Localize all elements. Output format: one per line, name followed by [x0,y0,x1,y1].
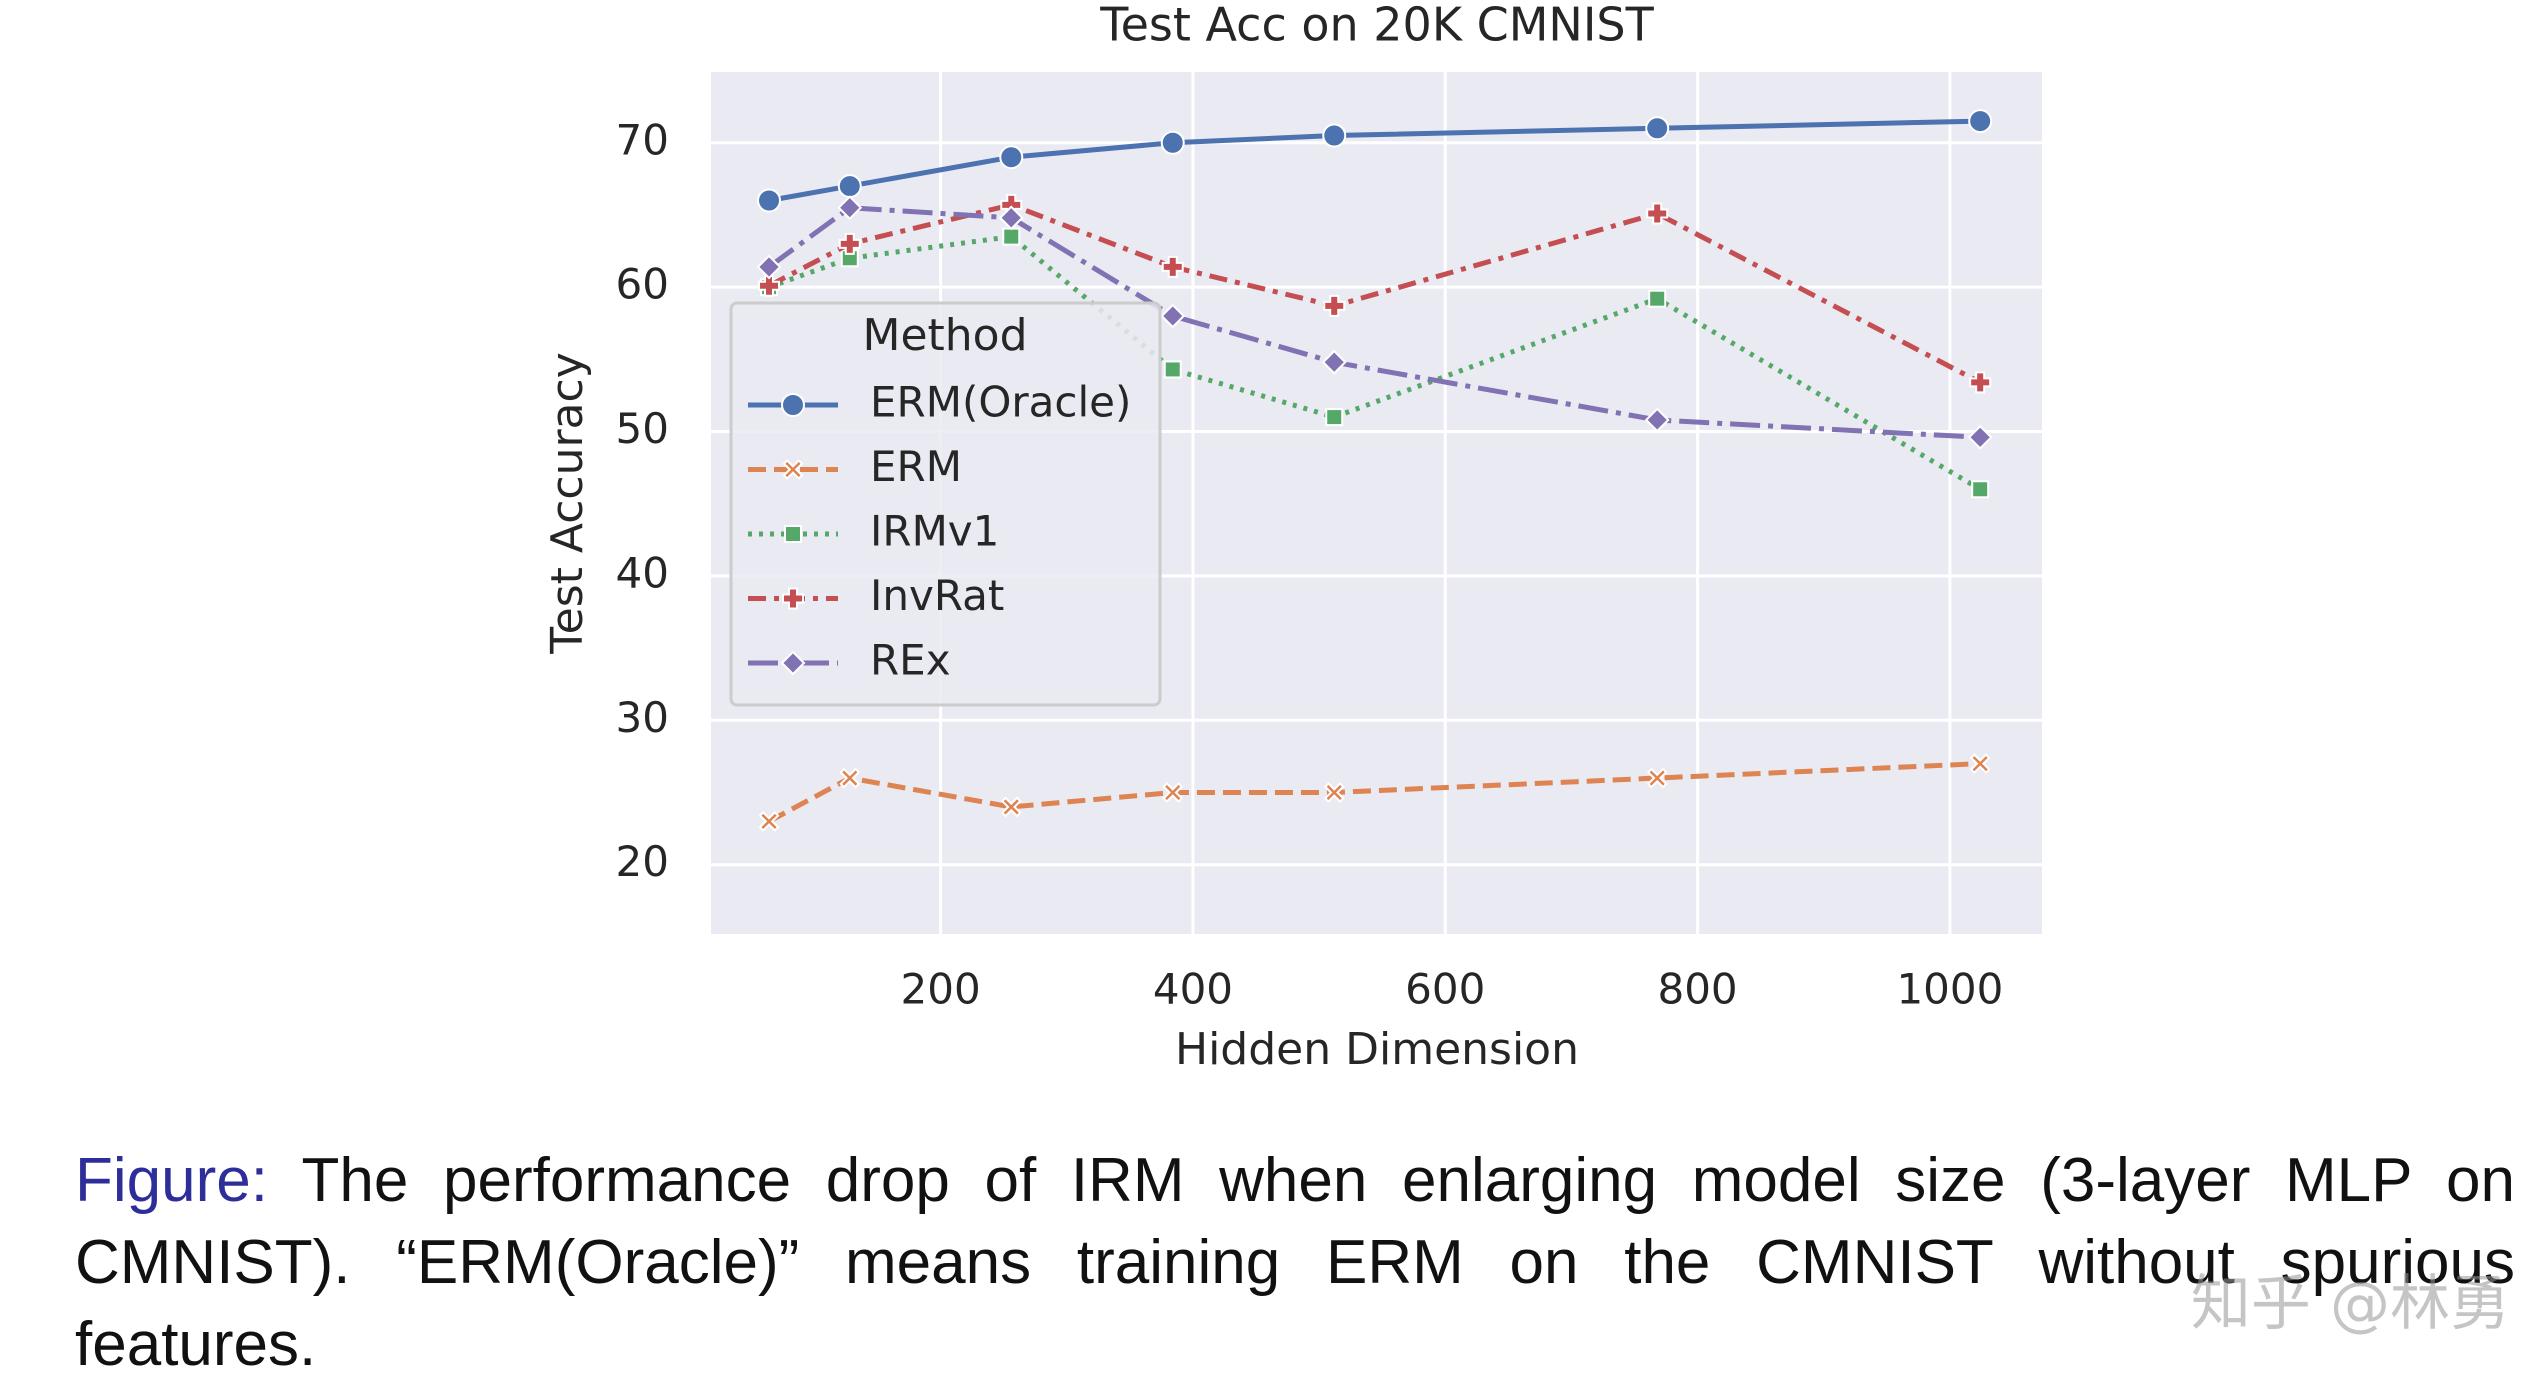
marker [1160,130,1185,155]
y-tick-label: 70 [616,115,669,164]
marker [839,767,861,789]
caption: Figure: The performance drop of IRM when… [75,1140,2515,1386]
marker [1969,753,1991,775]
legend-label: REx [870,636,951,685]
marker [1648,289,1667,308]
y-axis-label: Test Accuracy [542,352,593,655]
marker [1323,294,1346,317]
legend-label: ERM [870,442,962,491]
legend-title: Method [862,310,1027,361]
chart-title: Test Acc on 20K CMNIST [1099,0,1654,52]
y-tick-label: 20 [616,837,669,886]
y-tick-label: 30 [616,693,669,742]
x-tick-label: 600 [1405,965,1485,1014]
marker [837,174,862,199]
watermark: 知乎 @林勇 [2190,1269,2510,1339]
x-tick-label: 400 [1153,965,1233,1014]
marker [1321,349,1347,375]
marker [781,393,805,417]
y-tick-label: 60 [616,260,669,309]
x-axis-label: Hidden Dimension [1175,1024,1579,1075]
y-tick-label: 50 [616,404,669,453]
marker [1002,227,1021,246]
marker [1325,408,1344,427]
x-tick-label: 200 [901,965,981,1014]
marker [1967,424,1993,450]
marker [1000,796,1022,818]
marker [1322,123,1347,148]
marker [838,232,861,255]
legend-label: ERM(Oracle) [870,378,1131,427]
marker [756,254,782,280]
marker [758,274,781,297]
marker [1162,782,1184,803]
marker [1160,303,1186,329]
marker [999,145,1024,170]
marker [1644,407,1670,433]
legend: Method ERM(Oracle) ERM IRMv1 InvRat REx [729,301,1162,707]
marker [758,810,780,832]
legend-label: IRMv1 [870,507,999,556]
legend-label: InvRat [870,571,1004,620]
marker [837,195,863,221]
marker [1969,371,1992,394]
marker [782,587,804,610]
y-tick-label: 40 [616,548,669,597]
marker [1163,360,1182,379]
legend-box [729,301,1162,707]
marker [757,188,782,213]
marker [784,525,802,543]
marker [998,205,1024,231]
x-tick-label: 1000 [1896,965,2003,1014]
marker [1161,255,1184,278]
caption-text: The performance drop of IRM when enlargi… [75,1146,2515,1379]
marker [1646,202,1669,225]
marker [1968,109,1993,134]
marker [1645,116,1670,141]
marker [1323,782,1345,803]
marker [1971,480,1990,499]
chart: Test Acc on 20K CMNIST Hidden Dimension … [542,0,2042,1075]
marker [1646,767,1668,789]
x-tick-label: 800 [1657,965,1737,1014]
marker [780,650,806,676]
marker [782,459,804,480]
caption-label: Figure: [75,1146,268,1215]
